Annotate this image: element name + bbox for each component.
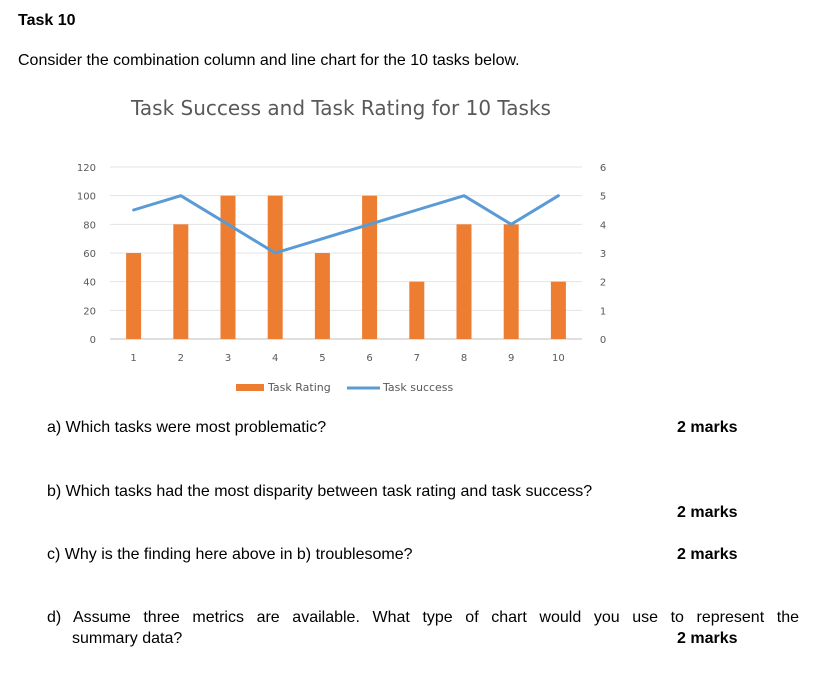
question-b-marks: 2 marks <box>677 504 738 521</box>
x-axis-tick-label: 6 <box>366 353 372 364</box>
bar-task-rating <box>173 224 189 339</box>
legend-label-task-rating: Task Rating <box>267 381 331 394</box>
x-axis-tick-label: 3 <box>225 353 231 364</box>
x-axis-tick-label: 4 <box>272 353 278 364</box>
question-a: a) Which tasks were most problematic? <box>47 419 327 436</box>
left-axis-tick-label: 60 <box>83 249 96 260</box>
question-c-marks: 2 marks <box>677 546 738 563</box>
left-axis-tick-label: 80 <box>83 220 96 231</box>
question-d: d) Assume three metrics are available. W… <box>47 609 799 626</box>
right-axis-tick-label: 5 <box>600 192 606 203</box>
question-d-continuation: summary data? <box>72 630 183 647</box>
bar-task-rating <box>267 195 283 339</box>
question-c: c) Why is the finding here above in b) t… <box>47 546 413 563</box>
left-axis-tick-label: 100 <box>77 192 96 203</box>
bar-task-rating <box>314 253 330 339</box>
x-axis-tick-label: 8 <box>461 353 467 364</box>
line-task-success <box>132 194 560 255</box>
right-axis-tick-label: 1 <box>600 306 606 317</box>
bar-task-rating <box>220 195 236 339</box>
bar-task-rating <box>409 281 425 339</box>
x-axis-tick-label: 1 <box>130 353 136 364</box>
right-axis-tick-label: 3 <box>600 249 606 260</box>
x-axis-tick-label: 2 <box>178 353 184 364</box>
bar-task-rating <box>362 195 378 339</box>
legend-label-task-success: Task success <box>382 381 454 394</box>
question-a-marks: 2 marks <box>677 419 738 436</box>
right-axis-tick-label: 6 <box>600 163 606 174</box>
bar-task-rating <box>503 224 519 339</box>
task-intro: Consider the combination column and line… <box>18 52 520 69</box>
question-d-marks: 2 marks <box>677 630 738 647</box>
legend-swatch-task-rating <box>236 384 264 391</box>
bar-task-rating <box>550 281 566 339</box>
task-heading: Task 10 <box>18 12 76 29</box>
right-axis-tick-label: 0 <box>600 335 606 346</box>
chart-title: Task Success and Task Rating for 10 Task… <box>130 96 551 120</box>
combo-chart: Task Success and Task Rating for 10 Task… <box>77 96 606 394</box>
right-axis-tick-label: 4 <box>600 220 606 231</box>
left-axis-tick-label: 120 <box>77 163 96 174</box>
left-axis-tick-label: 0 <box>90 335 96 346</box>
left-axis-tick-label: 40 <box>83 278 96 289</box>
bar-task-rating <box>126 253 142 339</box>
x-axis-tick-label: 5 <box>319 353 325 364</box>
question-b: b) Which tasks had the most disparity be… <box>47 483 593 500</box>
right-axis-tick-label: 2 <box>600 278 606 289</box>
left-axis-tick-label: 20 <box>83 306 96 317</box>
x-axis-tick-label: 7 <box>414 353 420 364</box>
x-axis-tick-label: 9 <box>508 353 514 364</box>
bar-task-rating <box>456 224 472 339</box>
x-axis-tick-label: 10 <box>552 353 565 364</box>
